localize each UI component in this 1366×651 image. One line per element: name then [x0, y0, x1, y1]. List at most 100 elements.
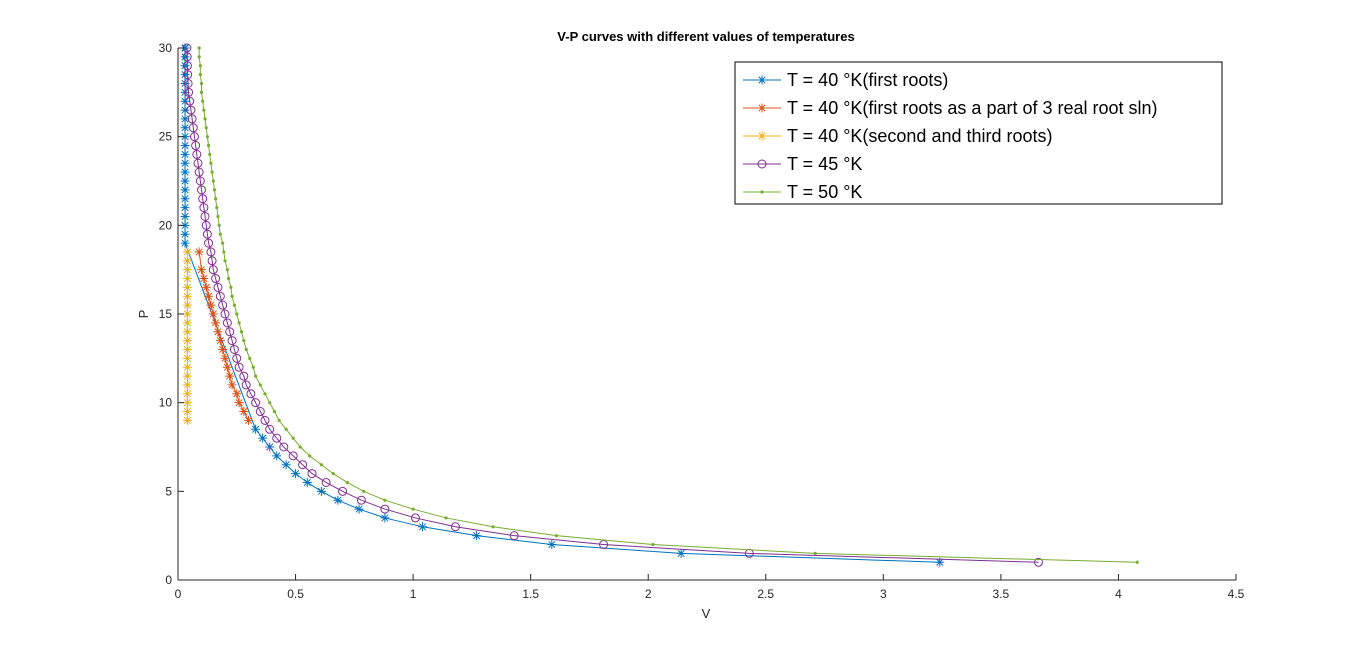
data-point — [182, 300, 192, 310]
y-tick-label: 0 — [165, 573, 172, 587]
data-point — [418, 522, 428, 532]
data-point — [225, 327, 235, 337]
data-point — [199, 274, 209, 284]
legend-entry-5: T = 50 °K — [743, 182, 862, 202]
data-point — [211, 179, 215, 183]
data-point — [206, 300, 216, 310]
data-point — [284, 427, 288, 431]
data-point — [232, 303, 237, 307]
data-point — [444, 516, 448, 520]
data-point — [227, 380, 237, 390]
series-1 — [180, 43, 945, 567]
data-point — [935, 557, 945, 567]
legend-marker — [757, 159, 767, 169]
data-point — [1034, 557, 1044, 567]
data-point — [182, 247, 192, 257]
data-point — [183, 70, 193, 80]
data-point — [258, 383, 262, 387]
data-point — [229, 344, 239, 354]
series-line — [186, 47, 1039, 563]
data-point — [182, 415, 192, 425]
x-tick-label: 3.5 — [993, 587, 1010, 601]
data-point — [201, 220, 211, 230]
data-point — [272, 433, 282, 443]
y-tick-label: 5 — [165, 484, 172, 498]
data-point — [180, 203, 190, 213]
data-point — [410, 513, 420, 523]
chart-title: V-P curves with different values of temp… — [557, 29, 854, 44]
axes-layer: 0 0.5 1 1.5 2 2.5 3 3.5 4 4.5 0 5 10 15 20 25 30 — [159, 41, 1245, 601]
data-point — [241, 380, 251, 390]
data-point — [217, 223, 221, 227]
data-point — [191, 141, 201, 151]
data-point — [182, 380, 192, 390]
data-point — [193, 158, 203, 168]
data-point — [197, 265, 207, 275]
data-point — [215, 336, 225, 346]
data-point — [547, 540, 557, 550]
data-point — [215, 206, 219, 210]
data-point — [182, 265, 192, 275]
data-point — [509, 531, 519, 541]
data-point — [198, 64, 202, 68]
data-point — [356, 495, 366, 505]
data-point — [204, 291, 214, 301]
data-point — [198, 194, 208, 204]
data-point — [180, 70, 190, 80]
data-point — [383, 498, 387, 502]
data-point — [411, 507, 415, 511]
data-point — [197, 185, 207, 195]
data-point — [265, 424, 275, 434]
y-tick-label: 10 — [159, 396, 173, 410]
data-point — [203, 117, 207, 121]
data-point — [195, 176, 205, 186]
data-point — [180, 132, 190, 142]
data-point — [223, 259, 227, 263]
data-point — [182, 407, 192, 417]
data-point — [222, 362, 232, 372]
x-tick-label: 2 — [645, 587, 652, 601]
data-point — [182, 398, 192, 408]
data-point — [206, 143, 211, 148]
data-point — [251, 398, 261, 408]
series-4 — [182, 43, 1044, 567]
data-point — [308, 454, 312, 458]
data-point — [232, 353, 242, 363]
data-point — [180, 141, 190, 151]
data-point — [232, 389, 242, 399]
data-point — [197, 46, 201, 50]
data-point — [251, 424, 261, 434]
data-point — [200, 211, 210, 221]
data-point — [234, 398, 244, 408]
data-point — [210, 170, 214, 174]
data-point — [180, 52, 190, 62]
data-point — [206, 247, 216, 257]
series-5 — [197, 46, 1139, 564]
data-point — [288, 451, 298, 461]
data-point — [204, 126, 208, 130]
data-point — [180, 114, 190, 124]
x-tick-label: 4 — [1115, 587, 1122, 601]
data-point — [214, 197, 218, 201]
data-point — [180, 211, 190, 221]
data-point — [1135, 560, 1139, 564]
data-point — [253, 374, 258, 378]
data-point — [199, 203, 209, 213]
data-point — [182, 274, 192, 284]
data-point — [202, 108, 206, 112]
data-point — [201, 99, 205, 103]
data-point — [197, 55, 201, 59]
data-point — [291, 436, 295, 440]
data-point — [182, 61, 192, 71]
data-point — [319, 463, 324, 467]
data-point — [265, 442, 275, 452]
y-tick-label: 25 — [159, 130, 173, 144]
data-point — [212, 188, 217, 192]
data-point — [182, 389, 192, 399]
data-point — [180, 123, 190, 133]
data-point — [184, 87, 194, 97]
data-point — [215, 291, 225, 301]
data-point — [345, 480, 349, 485]
data-point — [182, 282, 192, 292]
series-3 — [182, 247, 192, 425]
